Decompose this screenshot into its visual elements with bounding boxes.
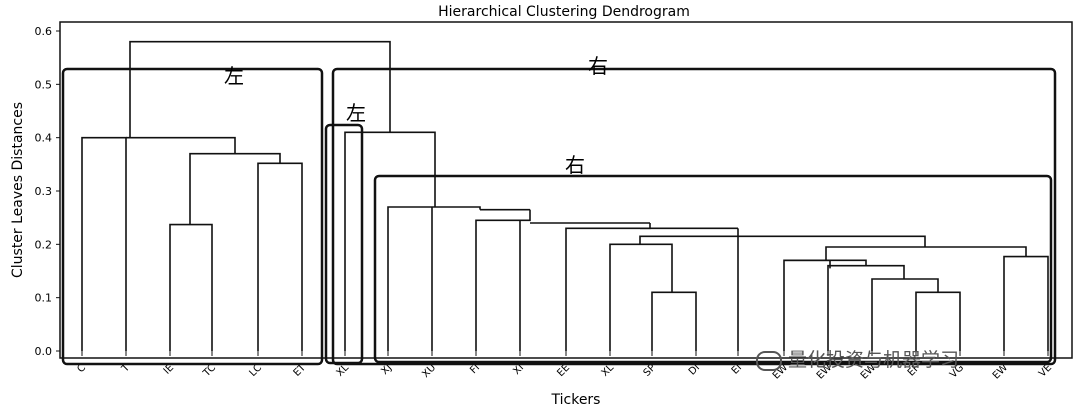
- watermark: 量化投资与机器学习: [756, 345, 959, 372]
- dendrogram-links: [81, 40, 1049, 351]
- dendrogram-link: [189, 152, 281, 225]
- annotation-left-inner: 左: [346, 101, 366, 125]
- plot-frame: [59, 21, 1073, 359]
- y-tick-label: 0.0: [35, 345, 53, 358]
- y-tick-label: 0.1: [35, 292, 53, 305]
- dendrogram-link: [609, 243, 673, 351]
- y-axis-ticks: 0.0 0.1 0.2 0.3 0.4 0.5 0.6: [35, 25, 60, 358]
- wechat-icon: [756, 350, 782, 371]
- dendrogram-link: [475, 209, 531, 351]
- dendrogram-link: [257, 162, 303, 351]
- cluster-annotation-boxes: [61, 67, 1057, 366]
- y-tick-label: 0.5: [35, 78, 53, 91]
- y-tick-label: 0.4: [35, 132, 53, 145]
- dendrogram-link: [344, 131, 436, 351]
- dendrogram-link: [784, 259, 867, 266]
- dendrogram-link: [825, 246, 1027, 261]
- right-outer-box: [331, 67, 1057, 366]
- dendrogram-link: [169, 223, 213, 351]
- y-tick-label: 0.3: [35, 185, 53, 198]
- watermark-text: 量化投资与机器学习: [788, 349, 960, 371]
- dendrogram-link: [783, 259, 831, 351]
- dendrogram-link: [915, 291, 961, 351]
- dendrogram-link: [565, 223, 651, 351]
- dendrogram-link: [387, 206, 481, 351]
- left-inner-box: [324, 123, 364, 365]
- chart-title: Hierarchical Clustering Dendrogram: [438, 4, 690, 20]
- dendrogram-link: [126, 136, 236, 154]
- dendrogram-link: [129, 40, 391, 138]
- x-axis-label: Tickers: [551, 392, 601, 408]
- annotation-right-inner: 右: [565, 153, 585, 177]
- right-inner-box: [373, 174, 1053, 364]
- y-tick-label: 0.6: [35, 25, 53, 38]
- annotation-right-outer: 右: [588, 54, 608, 78]
- dendrogram-link: [651, 291, 697, 351]
- dendrogram-link: [81, 136, 127, 351]
- dendrogram-link: [737, 235, 926, 351]
- y-tick-label: 0.2: [35, 238, 53, 251]
- left-outer-box: [61, 67, 324, 366]
- dendrogram-link: [1003, 255, 1049, 351]
- annotation-left-outer: 左: [224, 64, 244, 88]
- dendrogram-link: [639, 228, 739, 245]
- y-axis-label: Cluster Leaves Distances: [10, 102, 26, 278]
- dendrogram-link: [871, 278, 939, 351]
